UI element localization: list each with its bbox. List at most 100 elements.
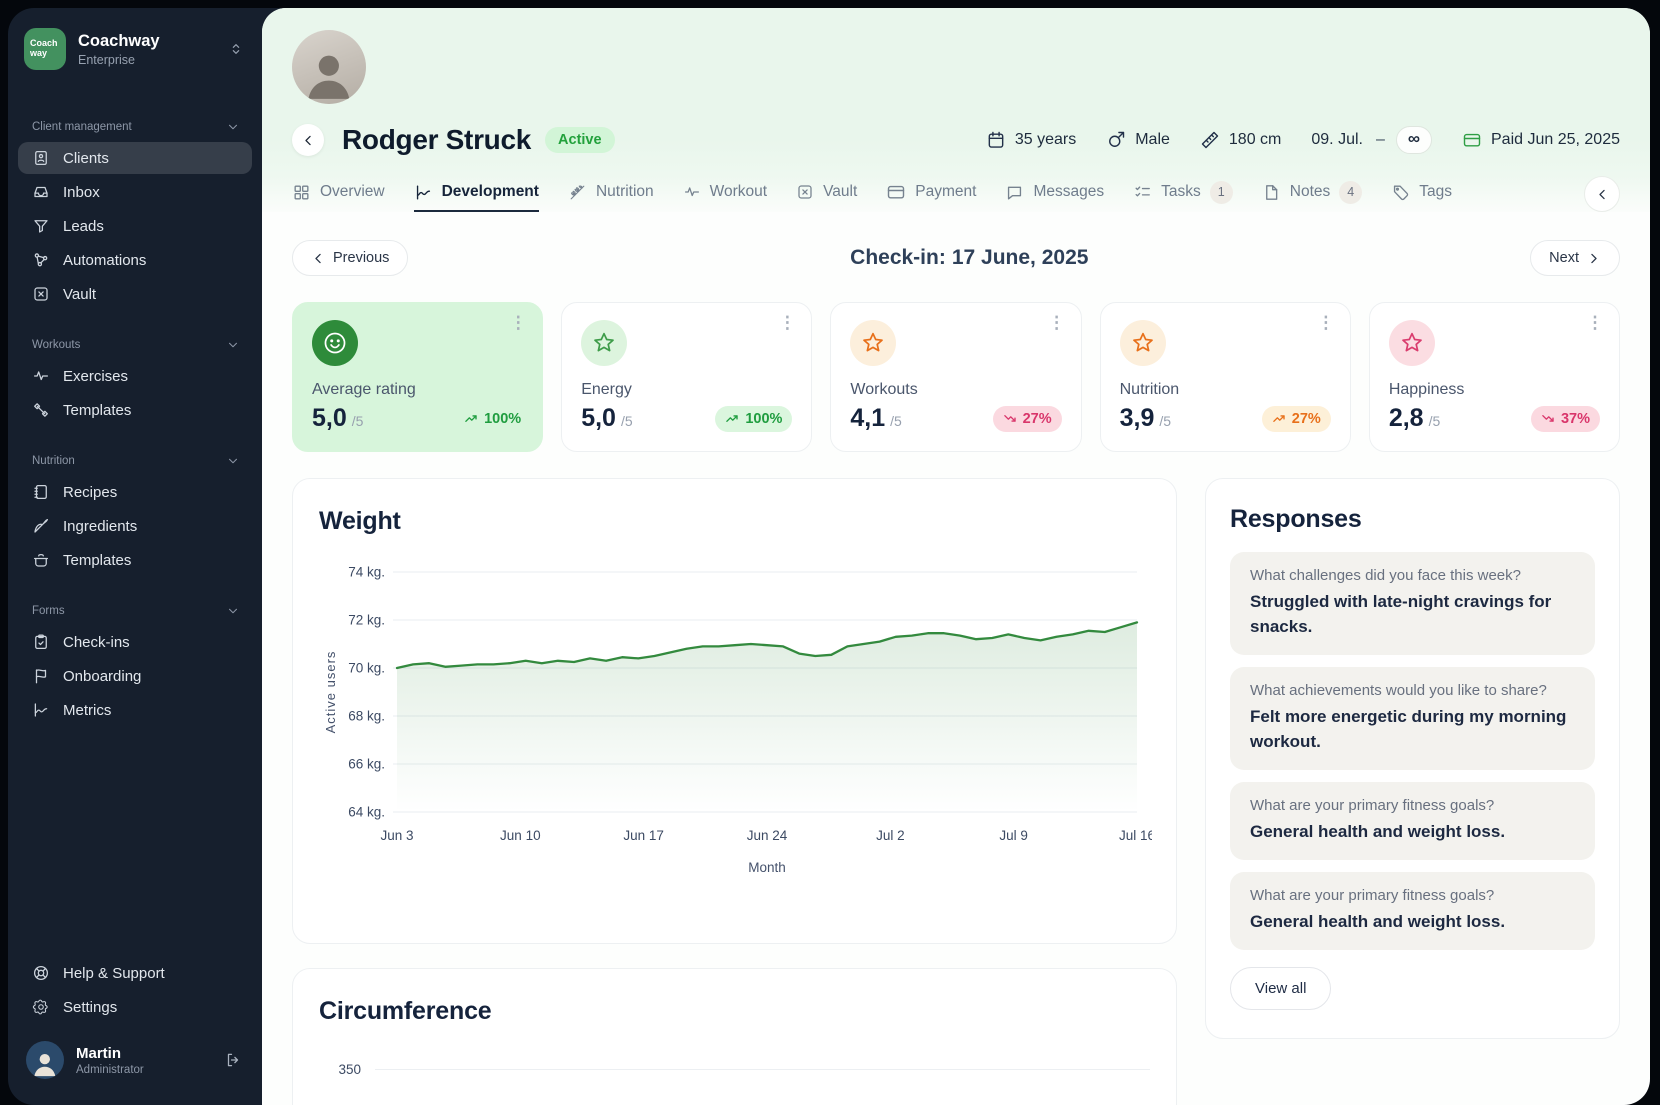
sidebar-item-exercises[interactable]: Exercises — [18, 360, 252, 392]
clients-icon — [32, 149, 50, 167]
sidebar-item-leads[interactable]: Leads — [18, 210, 252, 242]
sidebar-item-label: Inbox — [63, 183, 100, 201]
back-button[interactable] — [292, 124, 324, 156]
response-item: What achievements would you like to shar… — [1230, 666, 1595, 770]
weight-chart: 74 kg. 72 kg. 70 kg. 68 kg. 66 kg. 64 kg. Jun … — [319, 550, 1155, 889]
metric-scale: /5 — [1428, 413, 1441, 429]
svg-text:Jul 16: Jul 16 — [1119, 828, 1152, 843]
svg-text:Jun 24: Jun 24 — [747, 828, 788, 843]
tab-development[interactable]: Development — [413, 176, 539, 212]
sidebar-item-label: Templates — [63, 401, 132, 419]
sidebar: Coach way Coachway Enterprise Client man… — [8, 8, 262, 1105]
chevron-down-icon — [226, 604, 240, 618]
coachway-logo: Coach way — [24, 28, 66, 70]
ruler-icon — [1200, 130, 1220, 150]
sidebar-section-nutrition: Nutrition Recipes Ingredients Templates — [8, 454, 262, 576]
sidebar-item-settings[interactable]: Settings — [18, 991, 252, 1023]
card-menu-button[interactable]: ⋮ — [1586, 313, 1604, 332]
sidebar-item-templates[interactable]: Templates — [18, 544, 252, 576]
sidebar-item-check-ins[interactable]: Check-ins — [18, 626, 252, 658]
sidebar-item-clients[interactable]: Clients — [18, 142, 252, 174]
tab-tags[interactable]: Tags — [1391, 176, 1452, 212]
svg-text:Jun 3: Jun 3 — [380, 828, 413, 843]
credit-card-icon — [886, 182, 906, 202]
metric-label: Average rating — [312, 381, 416, 398]
section-title[interactable]: Forms — [8, 604, 262, 626]
tab-vault[interactable]: Vault — [796, 176, 857, 212]
client-stats: 35 years Male 180 cm 09. Jul. – ∞ Paid Jun 25,… — [986, 125, 1620, 155]
section-title[interactable]: Nutrition — [8, 454, 262, 476]
next-checkin-button[interactable]: Next — [1530, 240, 1620, 276]
section-title[interactable]: Workouts — [8, 338, 262, 360]
card-menu-button[interactable]: ⋮ — [1317, 313, 1335, 332]
tab-overview[interactable]: Overview — [292, 176, 385, 212]
section-title[interactable]: Client management — [8, 120, 262, 142]
recipes-icon — [32, 483, 50, 501]
sidebar-item-ingredients[interactable]: Ingredients — [18, 510, 252, 542]
main-panel: Rodger Struck Active 35 years Male 180 cm 0… — [262, 8, 1650, 1105]
stat-text: Male — [1135, 130, 1170, 148]
logout-icon[interactable] — [224, 1051, 242, 1069]
previous-checkin-button[interactable]: Previous — [292, 240, 409, 276]
stat-text: Paid Jun 25, 2025 — [1491, 130, 1620, 148]
tab-messages[interactable]: Messages — [1005, 176, 1104, 212]
chat-icon — [1005, 183, 1024, 202]
metric-label: Energy — [581, 381, 632, 398]
funnel-icon — [32, 217, 50, 235]
sidebar-item-label: Ingredients — [63, 517, 138, 535]
chart-line-icon — [414, 183, 433, 202]
sidebar-item-inbox[interactable]: Inbox — [18, 176, 252, 208]
metric-scale: /5 — [1159, 413, 1172, 429]
view-all-button[interactable]: View all — [1230, 966, 1332, 1010]
smiley-icon — [312, 320, 358, 366]
tabs-collapse-button[interactable] — [1584, 176, 1620, 212]
chevron-down-icon — [226, 120, 240, 134]
tab-badge: 1 — [1209, 180, 1233, 204]
metric-label: Happiness — [1388, 381, 1465, 398]
tab-label: Tags — [1419, 183, 1452, 200]
weight-chart-title: Weight — [319, 507, 401, 535]
trend-down-icon — [1541, 411, 1556, 426]
tab-nutrition[interactable]: Nutrition — [568, 176, 654, 212]
pot-icon — [32, 551, 50, 569]
svg-text:Jul 9: Jul 9 — [999, 828, 1028, 843]
svg-text:66 kg.: 66 kg. — [348, 757, 385, 772]
star-icon — [1388, 320, 1435, 366]
sidebar-item-recipes[interactable]: Recipes — [18, 476, 252, 508]
sidebar-item-metrics[interactable]: Metrics — [18, 694, 252, 726]
chevron-up-down-icon[interactable] — [228, 41, 244, 57]
current-user[interactable]: Martin Administrator — [8, 1025, 262, 1099]
sidebar-item-onboarding[interactable]: Onboarding — [18, 660, 252, 692]
sidebar-item-templates[interactable]: Templates — [18, 394, 252, 426]
gear-icon — [32, 998, 50, 1016]
metric-label: Nutrition — [1119, 381, 1180, 398]
sidebar-item-label: Vault — [63, 285, 97, 303]
sidebar-item-vault[interactable]: Vault — [18, 278, 252, 310]
svg-text:64 kg.: 64 kg. — [348, 805, 385, 820]
tab-notes[interactable]: Notes 4 — [1262, 176, 1363, 212]
workspace-switcher[interactable]: Coach way Coachway Enterprise — [8, 24, 262, 70]
responses-panel: Responses What challenges did you face t… — [1205, 478, 1620, 1039]
sidebar-item-label: Recipes — [63, 483, 118, 501]
metric-scale: /5 — [620, 413, 633, 429]
card-menu-button[interactable]: ⋮ — [1048, 313, 1066, 332]
sidebar-item-automations[interactable]: Automations — [18, 244, 252, 276]
sidebar-item-label: Help & Support — [63, 964, 165, 982]
response-item: What are your primary fitness goals? Gen… — [1230, 781, 1595, 860]
client-tabs: Overview Development Nutrition Workout V… — [262, 176, 1650, 212]
calendar-icon — [986, 130, 1006, 150]
tab-payment[interactable]: Payment — [886, 176, 976, 212]
sidebar-item-help-support[interactable]: Help & Support — [18, 957, 252, 989]
response-question: What are your primary fitness goals? — [1250, 886, 1495, 904]
tab-workout[interactable]: Workout — [683, 176, 767, 212]
card-menu-button[interactable]: ⋮ — [778, 313, 796, 332]
status-badge: Active — [545, 127, 615, 153]
svg-text:Jun 10: Jun 10 — [500, 828, 541, 843]
clipboard-check-icon — [32, 633, 50, 651]
metric-scale: /5 — [890, 413, 902, 429]
card-menu-button[interactable]: ⋮ — [509, 313, 527, 332]
sidebar-section-workouts: Workouts Exercises Templates — [8, 338, 262, 426]
tab-tasks[interactable]: Tasks 1 — [1133, 176, 1233, 212]
carrot-icon — [32, 517, 50, 535]
metric-card-nutrition: ⋮ Nutrition 3,9 /5 27% — [1099, 302, 1351, 452]
